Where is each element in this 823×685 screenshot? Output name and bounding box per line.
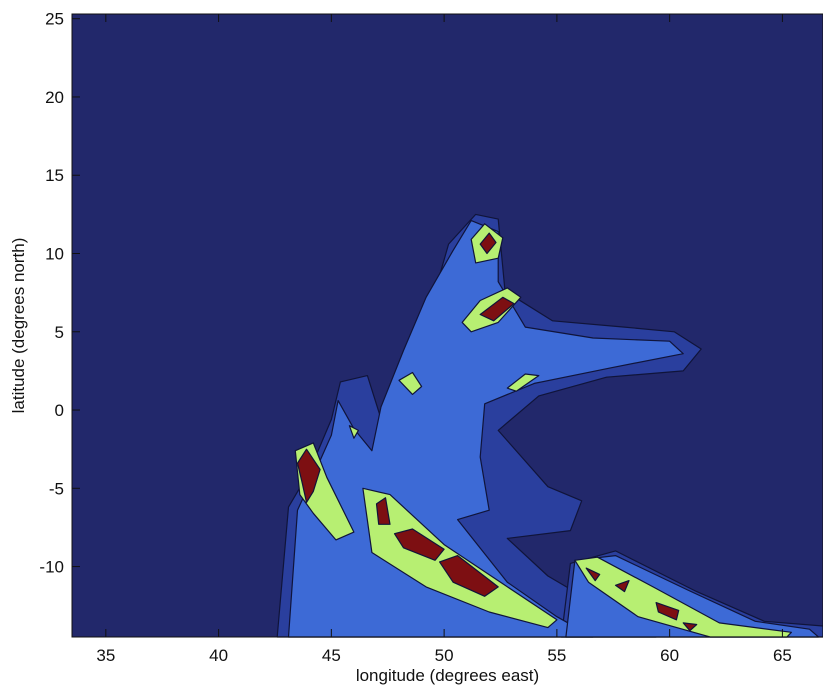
x-tick-label: 50 xyxy=(435,646,454,665)
contour-region-level-4 xyxy=(439,554,499,597)
x-tick-label: 65 xyxy=(773,646,792,665)
x-tick-label: 40 xyxy=(209,646,228,665)
y-axis-ticks: -10 -5 0 5 10 15 20 25 xyxy=(39,10,80,577)
contour-region-level-3 xyxy=(574,556,793,638)
y-tick-label: 0 xyxy=(55,401,64,420)
contour-region-level-4 xyxy=(479,232,497,255)
contour-region-level-4 xyxy=(585,567,601,582)
contour-region-level-3 xyxy=(348,425,359,439)
y-tick-label: 25 xyxy=(45,10,64,29)
y-tick-label: 20 xyxy=(45,88,64,107)
x-axis-ticks: 35 40 45 50 55 60 65 xyxy=(96,14,792,665)
x-axis-title: longitude (degrees east) xyxy=(356,666,539,685)
contour-regions xyxy=(276,213,823,638)
y-tick-label: -10 xyxy=(39,558,64,577)
y-tick-label: 15 xyxy=(45,166,64,185)
x-tick-label: 55 xyxy=(547,646,566,665)
contour-region-level-3 xyxy=(506,373,540,392)
contour-region-level-4 xyxy=(614,579,630,593)
y-axis-title: latitude (degrees north) xyxy=(9,238,28,414)
plot-area xyxy=(71,13,823,638)
contour-region-level-4 xyxy=(393,528,445,561)
y-tick-label: 5 xyxy=(55,323,64,342)
y-tick-label: -5 xyxy=(49,479,64,498)
contour-region-level-4 xyxy=(682,622,698,632)
plot-frame xyxy=(71,13,823,638)
x-tick-label: 35 xyxy=(96,646,115,665)
y-tick-label: 10 xyxy=(45,244,64,263)
x-tick-label: 60 xyxy=(660,646,679,665)
contour-region-level-3 xyxy=(398,371,423,395)
contour-region-level-4 xyxy=(375,497,391,525)
contour-region-level-4 xyxy=(655,601,680,621)
contour-region-level-4 xyxy=(296,448,321,503)
contour-region-level-4 xyxy=(479,296,515,322)
x-tick-label: 45 xyxy=(322,646,341,665)
